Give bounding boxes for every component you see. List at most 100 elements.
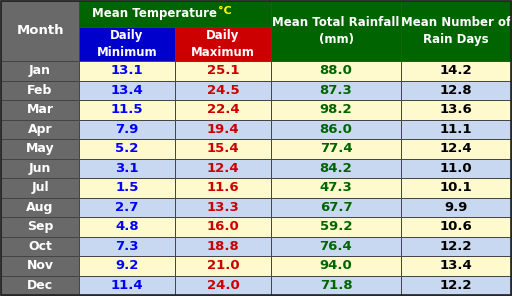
Bar [401, 1, 511, 61]
Text: 9.9: 9.9 [444, 201, 467, 214]
Text: Mean Temperature: Mean Temperature [93, 7, 222, 20]
Text: 11.4: 11.4 [111, 279, 143, 292]
Text: 24.0: 24.0 [207, 279, 240, 292]
Text: 10.1: 10.1 [440, 181, 472, 194]
Text: 86.0: 86.0 [319, 123, 352, 136]
Bar [271, 100, 401, 120]
Text: Daily
Maximum: Daily Maximum [191, 30, 255, 59]
Bar [1, 197, 79, 217]
Text: 1.5: 1.5 [115, 181, 139, 194]
Bar [175, 100, 271, 120]
Text: 3.1: 3.1 [115, 162, 139, 175]
Text: Mean Total Rainfall
(mm): Mean Total Rainfall (mm) [272, 17, 400, 46]
Text: 47.3: 47.3 [319, 181, 352, 194]
Bar [271, 276, 401, 295]
Bar [79, 197, 175, 217]
Bar [401, 120, 511, 139]
Bar [175, 197, 271, 217]
Text: 16.0: 16.0 [207, 220, 240, 233]
Text: 11.6: 11.6 [207, 181, 239, 194]
Text: 5.2: 5.2 [115, 142, 139, 155]
Text: °C: °C [218, 6, 232, 16]
Bar [271, 61, 401, 81]
Text: 11.0: 11.0 [440, 162, 472, 175]
Text: 13.6: 13.6 [440, 103, 473, 116]
Text: 71.8: 71.8 [319, 279, 352, 292]
Text: 12.8: 12.8 [440, 84, 472, 97]
Bar [401, 197, 511, 217]
Text: 94.0: 94.0 [319, 259, 352, 272]
Bar [79, 139, 175, 158]
Bar [271, 139, 401, 158]
Bar [401, 256, 511, 276]
Text: Jun: Jun [29, 162, 51, 175]
Bar [79, 1, 271, 27]
Bar [1, 81, 79, 100]
Text: Jul: Jul [31, 181, 49, 194]
Text: 22.4: 22.4 [207, 103, 239, 116]
Text: 13.4: 13.4 [111, 84, 143, 97]
Bar [1, 100, 79, 120]
Text: 76.4: 76.4 [319, 240, 352, 253]
Bar [271, 81, 401, 100]
Bar [401, 178, 511, 197]
Bar [1, 276, 79, 295]
Text: 59.2: 59.2 [320, 220, 352, 233]
Bar [175, 237, 271, 256]
Bar [401, 139, 511, 158]
Text: 11.5: 11.5 [111, 103, 143, 116]
Bar [271, 197, 401, 217]
Text: 87.3: 87.3 [319, 84, 352, 97]
Text: 67.7: 67.7 [319, 201, 352, 214]
Bar [79, 178, 175, 197]
Bar [1, 61, 79, 81]
Bar [271, 217, 401, 237]
Bar [401, 217, 511, 237]
Bar [401, 100, 511, 120]
Text: 12.2: 12.2 [440, 240, 472, 253]
Text: 13.1: 13.1 [111, 64, 143, 77]
Bar [401, 276, 511, 295]
Text: 12.4: 12.4 [440, 142, 472, 155]
Bar [401, 81, 511, 100]
Bar [79, 100, 175, 120]
Text: 15.4: 15.4 [207, 142, 239, 155]
Bar [175, 139, 271, 158]
Text: 12.4: 12.4 [207, 162, 239, 175]
Bar [401, 237, 511, 256]
Bar [175, 178, 271, 197]
Text: 11.1: 11.1 [440, 123, 472, 136]
Text: Apr: Apr [28, 123, 52, 136]
Bar [79, 276, 175, 295]
Text: 14.2: 14.2 [440, 64, 472, 77]
Bar [79, 81, 175, 100]
Bar [79, 256, 175, 276]
Text: 7.9: 7.9 [115, 123, 139, 136]
Text: 10.6: 10.6 [440, 220, 473, 233]
Bar [175, 217, 271, 237]
Text: Jan: Jan [29, 64, 51, 77]
Bar [79, 61, 175, 81]
Bar [401, 61, 511, 81]
Bar [1, 120, 79, 139]
Bar [1, 178, 79, 197]
Text: Mean Number of
Rain Days: Mean Number of Rain Days [401, 17, 511, 46]
Bar [175, 276, 271, 295]
Text: 2.7: 2.7 [115, 201, 139, 214]
Text: Dec: Dec [27, 279, 53, 292]
Bar [401, 158, 511, 178]
Text: May: May [26, 142, 54, 155]
Text: Feb: Feb [27, 84, 53, 97]
Bar [175, 158, 271, 178]
Bar [79, 120, 175, 139]
Bar [271, 1, 401, 61]
Bar [271, 158, 401, 178]
Bar [175, 81, 271, 100]
Text: 7.3: 7.3 [115, 240, 139, 253]
Text: 4.8: 4.8 [115, 220, 139, 233]
Bar [271, 256, 401, 276]
Bar [175, 61, 271, 81]
Bar [175, 120, 271, 139]
Bar [1, 158, 79, 178]
Bar [1, 139, 79, 158]
